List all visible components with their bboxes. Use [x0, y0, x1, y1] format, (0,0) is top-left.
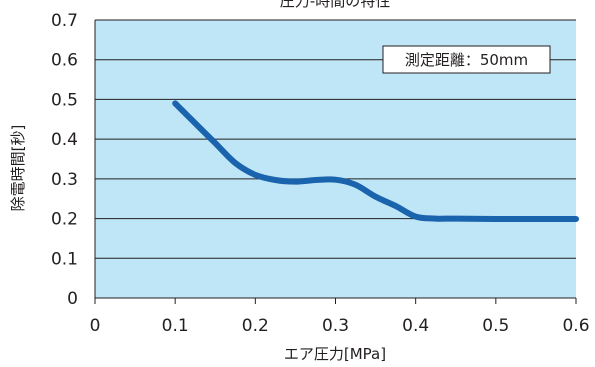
y-tick-label: 0.5 [51, 90, 78, 110]
x-axis-title: エア圧力[MPa] [284, 345, 386, 363]
x-tick-label: 0.3 [322, 316, 349, 336]
x-tick-label: 0.5 [482, 316, 509, 336]
x-tick-label: 0.4 [402, 316, 429, 336]
y-tick-label: 0.1 [51, 249, 78, 269]
y-tick-label: 0.3 [51, 170, 78, 190]
y-tick-label: 0.2 [51, 210, 78, 230]
annotation-frame [382, 45, 551, 74]
annotation-text: 測定距離：50mm [405, 51, 528, 69]
x-tick-label: 0.1 [162, 316, 189, 336]
y-axis-title: 除電時間[秒] [9, 125, 27, 212]
x-tick-labels: 0 0.1 0.2 0.3 0.4 0.5 0.6 [90, 316, 590, 336]
x-tick-label: 0.6 [562, 316, 589, 336]
chart-title: 圧力-時間の特性 [280, 0, 390, 10]
y-tick-label: 0.4 [51, 130, 78, 150]
y-tick-label: 0.7 [51, 11, 78, 31]
y-tick-labels: 0 0.1 0.2 0.3 0.4 0.5 0.6 0.7 [51, 11, 78, 309]
axes [94, 20, 577, 304]
x-tick-label: 0 [90, 316, 101, 336]
annotation-box: 測定距離：50mm [382, 45, 551, 74]
series-line [172, 100, 579, 222]
y-tick-label: 0 [67, 289, 78, 309]
y-tick-label: 0.6 [51, 51, 78, 71]
x-tick-label: 0.2 [242, 316, 269, 336]
